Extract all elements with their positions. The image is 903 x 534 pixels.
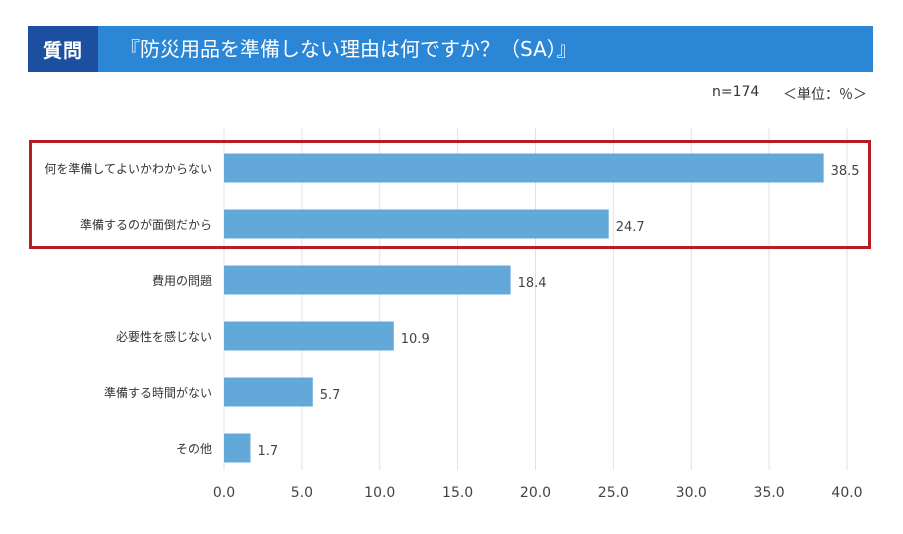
question-badge: 質問 [28, 26, 98, 72]
bar [224, 153, 824, 183]
highlight-box [29, 140, 871, 249]
bar [224, 377, 313, 407]
value-label: 1.7 [257, 444, 278, 459]
bar [224, 209, 609, 239]
value-label: 10.9 [401, 332, 430, 347]
x-tick-label: 5.0 [291, 485, 313, 501]
bar [224, 433, 251, 463]
bar [224, 321, 394, 351]
x-tick-label: 35.0 [754, 485, 785, 501]
x-tick-label: 0.0 [213, 485, 235, 501]
x-tick-label: 10.0 [364, 485, 395, 501]
sample-size: n=174 [712, 84, 760, 100]
unit-label: ＜単位：％＞ [783, 87, 867, 103]
question-header: 質問 『防災用品を準備しない理由は何ですか？（SA）』 [28, 26, 873, 72]
value-label: 38.5 [831, 164, 860, 179]
category-label: 必要性を感じない [116, 329, 212, 344]
x-tick-label: 25.0 [598, 485, 629, 501]
value-label: 24.7 [616, 220, 645, 235]
category-label: 費用の問題 [152, 273, 212, 288]
x-tick-label: 40.0 [831, 485, 862, 501]
x-tick-label: 15.0 [442, 485, 473, 501]
category-label: 準備する時間がない [104, 385, 212, 400]
bar [224, 265, 511, 295]
category-label: 準備するのが面倒だから [80, 217, 212, 232]
x-tick-label: 20.0 [520, 485, 551, 501]
value-label: 18.4 [518, 276, 547, 291]
category-label: 何を準備してよいかわからない [44, 161, 212, 176]
value-label: 5.7 [320, 388, 341, 403]
category-label: その他 [176, 442, 212, 456]
question-title: 『防災用品を準備しない理由は何ですか？（SA）』 [120, 37, 577, 61]
x-tick-label: 30.0 [676, 485, 707, 501]
